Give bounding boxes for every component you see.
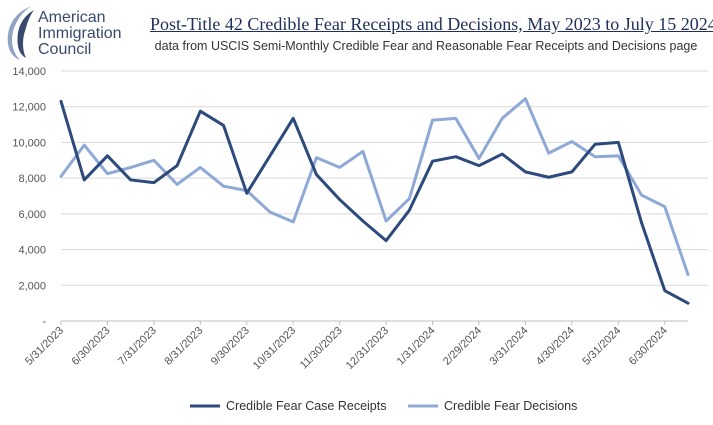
- y-tick-label: 10,000: [12, 137, 46, 149]
- logo-line-2: Immigration: [38, 25, 122, 42]
- x-tick-label: 5/31/2024: [580, 325, 623, 368]
- x-tick-label: 9/30/2023: [209, 325, 252, 368]
- y-tick-label: 4,000: [18, 245, 46, 257]
- x-tick-label: 6/30/2024: [627, 325, 670, 368]
- x-tick-label: 10/31/2023: [251, 325, 298, 372]
- y-tick-label: 8,000: [18, 173, 46, 185]
- series-lines: [59, 97, 690, 305]
- x-tick-label: 5/31/2023: [23, 325, 66, 368]
- logo-swoosh-icon: [7, 6, 34, 60]
- series-line-decisions: [59, 97, 690, 277]
- y-tick-label: 6,000: [18, 209, 46, 221]
- x-tick-label: 7/31/2023: [116, 325, 159, 368]
- chart-subtitle: data from USCIS Semi-Monthly Credible Fe…: [154, 39, 698, 53]
- series-line-receipts: [59, 99, 690, 305]
- x-tick-label: 12/31/2023: [344, 325, 391, 372]
- chart-title: Post-Title 42 Credible Fear Receipts and…: [150, 14, 713, 34]
- x-tick-label: 3/31/2024: [487, 325, 530, 368]
- x-tick-label: 4/30/2024: [534, 325, 577, 368]
- y-tick-label: 2,000: [18, 280, 46, 292]
- x-axis-ticks: 5/31/2023 6/30/2023 7/31/2023 8/31/2023 9/30…: [23, 321, 670, 372]
- legend-label: Credible Fear Decisions: [444, 399, 577, 413]
- x-tick-label: 2/29/2024: [441, 325, 484, 368]
- y-tick-label: -: [42, 316, 46, 328]
- x-tick-label: 11/30/2023: [298, 325, 345, 372]
- x-tick-label: 8/31/2023: [162, 325, 205, 368]
- x-tick-label: 1/31/2024: [395, 325, 438, 368]
- x-tick-label: 6/30/2023: [69, 325, 112, 368]
- legend: Credible Fear Case Receipts Credible Fear…: [190, 399, 577, 413]
- logo-line-3: Council: [38, 41, 92, 58]
- logo: American Immigration Council: [4, 4, 134, 62]
- legend-label: Credible Fear Case Receipts: [226, 399, 387, 413]
- y-tick-label: 12,000: [12, 102, 46, 114]
- logo-line-1: American: [38, 9, 106, 26]
- y-tick-label: 14,000: [12, 66, 46, 78]
- y-axis-ticks: - 2,000 4,000 6,000 8,000 10,000 12,000 14,000: [12, 66, 46, 328]
